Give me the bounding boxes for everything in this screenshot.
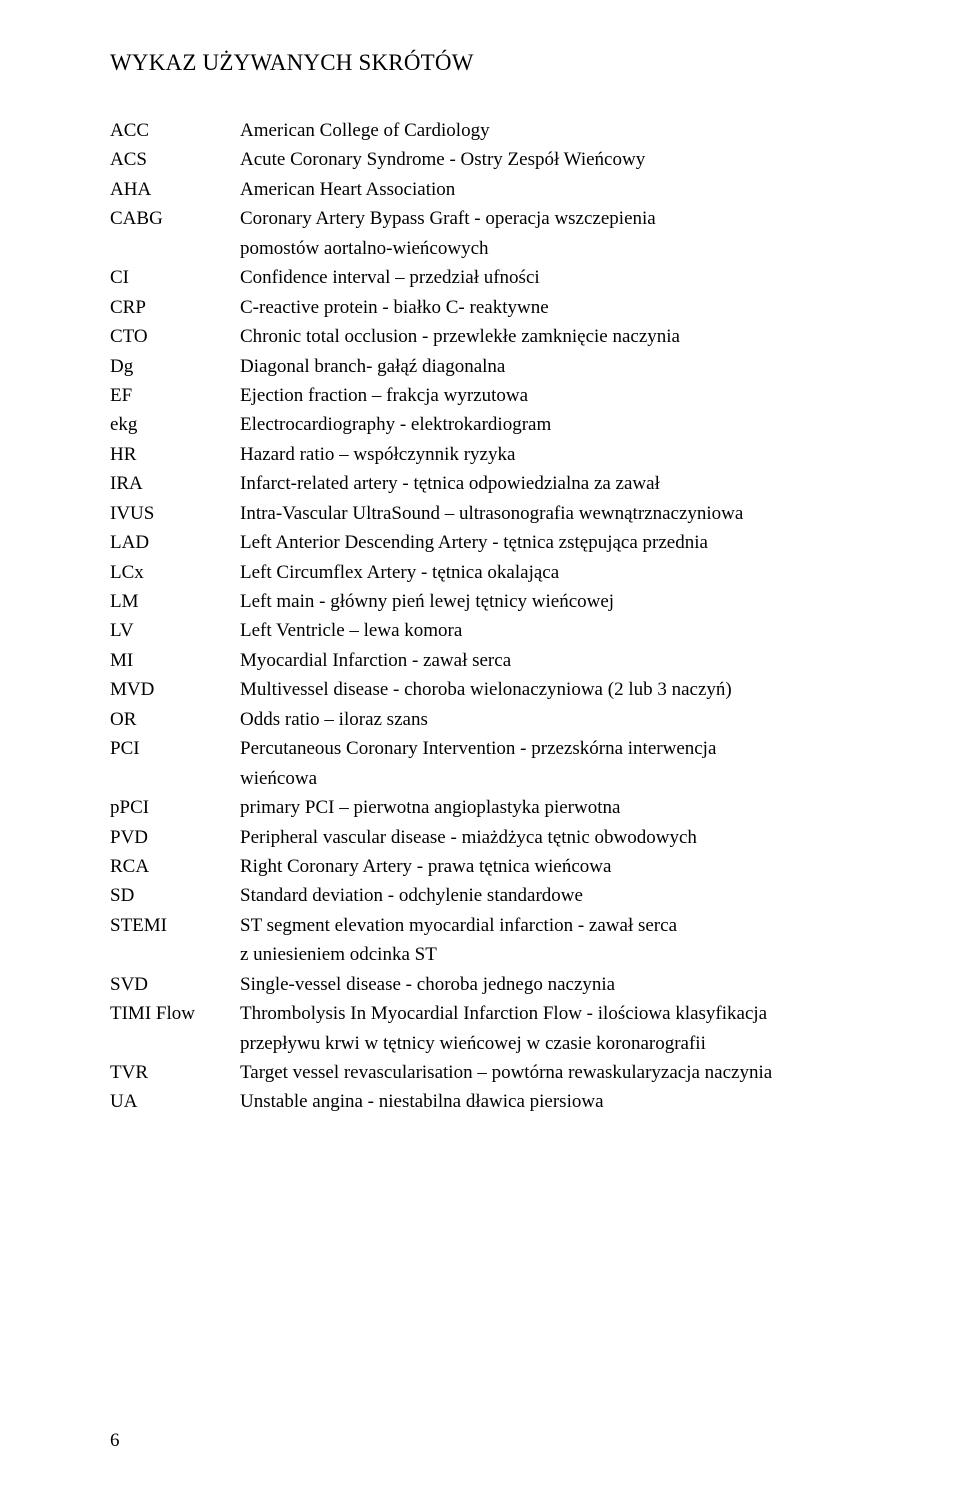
- abbr-definition-cont: wieńcowa: [240, 764, 860, 793]
- abbr-definition: Ejection fraction – frakcja wyrzutowa: [240, 381, 860, 410]
- abbr-row: IVUSIntra-Vascular UltraSound – ultrason…: [110, 499, 860, 528]
- abbr-definition: primary PCI – pierwotna angioplastyka pi…: [240, 793, 860, 822]
- page-number: 6: [110, 1430, 120, 1452]
- abbr-term: IVUS: [110, 499, 240, 528]
- abbr-row: CIConfidence interval – przedział ufnośc…: [110, 263, 860, 292]
- abbr-term: CABG: [110, 204, 240, 233]
- abbr-term: IRA: [110, 469, 240, 498]
- abbr-definition: Chronic total occlusion - przewlekłe zam…: [240, 322, 860, 351]
- abbr-term: pPCI: [110, 793, 240, 822]
- abbr-definition: Left Circumflex Artery - tętnica okalają…: [240, 558, 860, 587]
- abbr-term: MI: [110, 646, 240, 675]
- abbr-term: UA: [110, 1087, 240, 1116]
- abbr-row: TVRTarget vessel revascularisation – pow…: [110, 1058, 860, 1087]
- abbr-row: PVDPeripheral vascular disease - miażdży…: [110, 823, 860, 852]
- abbr-row: HRHazard ratio – współczynnik ryzyka: [110, 440, 860, 469]
- abbr-definition-cont: z uniesieniem odcinka ST: [240, 940, 860, 969]
- abbr-term: PCI: [110, 734, 240, 763]
- abbr-term: PVD: [110, 823, 240, 852]
- document-page: WYKAZ UŻYWANYCH SKRÓTÓW ACCAmerican Coll…: [0, 0, 960, 1510]
- abbr-definition: Confidence interval – przedział ufności: [240, 263, 860, 292]
- abbr-term: ekg: [110, 410, 240, 439]
- abbr-term: Dg: [110, 352, 240, 381]
- abbr-term: AHA: [110, 175, 240, 204]
- abbr-definition: Left Anterior Descending Artery - tętnic…: [240, 528, 860, 557]
- abbr-definition-cont: pomostów aortalno-wieńcowych: [240, 234, 860, 263]
- abbr-row: PCIPercutaneous Coronary Intervention - …: [110, 734, 860, 763]
- abbr-term: OR: [110, 705, 240, 734]
- abbr-term: EF: [110, 381, 240, 410]
- abbr-row: CABGCoronary Artery Bypass Graft - opera…: [110, 204, 860, 233]
- abbr-term: RCA: [110, 852, 240, 881]
- abbr-term: ACS: [110, 145, 240, 174]
- abbr-row: SDStandard deviation - odchylenie standa…: [110, 881, 860, 910]
- abbr-term: LAD: [110, 528, 240, 557]
- abbr-term: HR: [110, 440, 240, 469]
- abbreviations-list: ACCAmerican College of CardiologyACSAcut…: [110, 116, 860, 1117]
- abbr-definition-cont: przepływu krwi w tętnicy wieńcowej w cza…: [240, 1029, 860, 1058]
- abbr-term: ACC: [110, 116, 240, 145]
- abbr-term: LCx: [110, 558, 240, 587]
- abbr-definition: ST segment elevation myocardial infarcti…: [240, 911, 860, 940]
- abbr-definition: Thrombolysis In Myocardial Infarction Fl…: [240, 999, 860, 1028]
- abbr-row: LVLeft Ventricle – lewa komora: [110, 616, 860, 645]
- abbr-definition: Percutaneous Coronary Intervention - prz…: [240, 734, 860, 763]
- abbr-definition: Multivessel disease - choroba wielonaczy…: [240, 675, 860, 704]
- abbr-definition: Right Coronary Artery - prawa tętnica wi…: [240, 852, 860, 881]
- abbr-definition: C-reactive protein - białko C- reaktywne: [240, 293, 860, 322]
- abbr-definition: American College of Cardiology: [240, 116, 860, 145]
- abbr-definition: Left main - główny pień lewej tętnicy wi…: [240, 587, 860, 616]
- abbr-term: LV: [110, 616, 240, 645]
- page-title: WYKAZ UŻYWANYCH SKRÓTÓW: [110, 50, 860, 76]
- abbr-row: TIMI FlowThrombolysis In Myocardial Infa…: [110, 999, 860, 1028]
- abbr-row: LCxLeft Circumflex Artery - tętnica okal…: [110, 558, 860, 587]
- abbr-term: CTO: [110, 322, 240, 351]
- abbr-row: IRAInfarct-related artery - tętnica odpo…: [110, 469, 860, 498]
- abbr-definition: Coronary Artery Bypass Graft - operacja …: [240, 204, 860, 233]
- abbr-term: CRP: [110, 293, 240, 322]
- abbr-definition: Acute Coronary Syndrome - Ostry Zespół W…: [240, 145, 860, 174]
- abbr-term: LM: [110, 587, 240, 616]
- abbr-definition: Odds ratio – iloraz szans: [240, 705, 860, 734]
- abbr-definition: Target vessel revascularisation – powtór…: [240, 1058, 860, 1087]
- abbr-definition: Single-vessel disease - choroba jednego …: [240, 970, 860, 999]
- abbr-row: DgDiagonal branch- gałąź diagonalna: [110, 352, 860, 381]
- abbr-definition: Electrocardiography - elektrokardiogram: [240, 410, 860, 439]
- abbr-row: MVDMultivessel disease - choroba wielona…: [110, 675, 860, 704]
- abbr-row: UAUnstable angina - niestabilna dławica …: [110, 1087, 860, 1116]
- abbr-term: CI: [110, 263, 240, 292]
- abbr-definition: Unstable angina - niestabilna dławica pi…: [240, 1087, 860, 1116]
- abbr-row: CTOChronic total occlusion - przewlekłe …: [110, 322, 860, 351]
- abbr-row: ACSAcute Coronary Syndrome - Ostry Zespó…: [110, 145, 860, 174]
- abbr-definition: Intra-Vascular UltraSound – ultrasonogra…: [240, 499, 860, 528]
- abbr-row: LADLeft Anterior Descending Artery - tęt…: [110, 528, 860, 557]
- abbr-term: SVD: [110, 970, 240, 999]
- abbr-term: SD: [110, 881, 240, 910]
- abbr-definition: Infarct-related artery - tętnica odpowie…: [240, 469, 860, 498]
- abbr-row: pPCIprimary PCI – pierwotna angioplastyk…: [110, 793, 860, 822]
- abbr-term: MVD: [110, 675, 240, 704]
- abbr-definition: Hazard ratio – współczynnik ryzyka: [240, 440, 860, 469]
- abbr-row: SVDSingle-vessel disease - choroba jedne…: [110, 970, 860, 999]
- abbr-row: ACCAmerican College of Cardiology: [110, 116, 860, 145]
- abbr-definition: Myocardial Infarction - zawał serca: [240, 646, 860, 675]
- abbr-row: CRPC-reactive protein - białko C- reakty…: [110, 293, 860, 322]
- abbr-row: STEMIST segment elevation myocardial inf…: [110, 911, 860, 940]
- abbr-definition: American Heart Association: [240, 175, 860, 204]
- abbr-row: EFEjection fraction – frakcja wyrzutowa: [110, 381, 860, 410]
- abbr-term: TIMI Flow: [110, 999, 240, 1028]
- abbr-definition: Diagonal branch- gałąź diagonalna: [240, 352, 860, 381]
- abbr-row: AHAAmerican Heart Association: [110, 175, 860, 204]
- abbr-row: LMLeft main - główny pień lewej tętnicy …: [110, 587, 860, 616]
- abbr-definition: Left Ventricle – lewa komora: [240, 616, 860, 645]
- abbr-definition: Standard deviation - odchylenie standard…: [240, 881, 860, 910]
- abbr-term: STEMI: [110, 911, 240, 940]
- abbr-term: TVR: [110, 1058, 240, 1087]
- abbr-row: ekgElectrocardiography - elektrokardiogr…: [110, 410, 860, 439]
- abbr-row: MIMyocardial Infarction - zawał serca: [110, 646, 860, 675]
- abbr-row: RCARight Coronary Artery - prawa tętnica…: [110, 852, 860, 881]
- abbr-row: OROdds ratio – iloraz szans: [110, 705, 860, 734]
- abbr-definition: Peripheral vascular disease - miażdżyca …: [240, 823, 860, 852]
